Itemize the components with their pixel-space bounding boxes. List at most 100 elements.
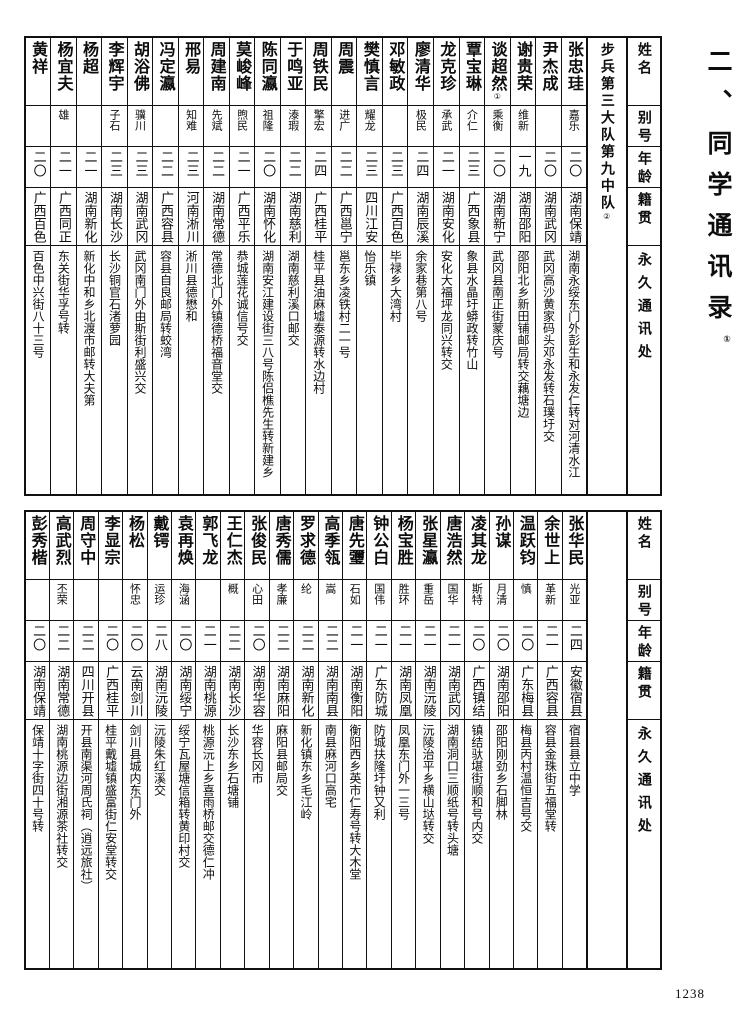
name-text: 邓敏政	[386, 41, 406, 92]
cell-origin: 广西平乐	[228, 186, 256, 246]
cell-alias: 骥川	[126, 104, 154, 147]
age-text: 二一	[371, 623, 387, 652]
roster-row-alias: 雄 子石 骥川 知难 先斌 煦民 祖隆 溙瑕 擎宏 进广 耀龙 极民 承武 介仁 乘衡 维新 嘉乐 别号	[24, 104, 662, 147]
cell-origin: 广西邕宁	[330, 186, 358, 246]
age-text: 二一	[200, 623, 216, 652]
roster-row-name: 黄祥 杨宜夫 杨超 李辉宇 胡浴佛 冯定瀛 邢易 周建南 莫峻峰 陈同瀛 于鸣亚 周铁民 周震 樊慎言 邓敏…	[24, 36, 662, 496]
address-text: 武冈县南正街蒙庆号	[490, 249, 505, 358]
cell-age: 二二	[293, 619, 319, 662]
cell-address: 沅陵朱红溪交	[146, 718, 173, 970]
age-text: 二一	[347, 623, 363, 652]
cell-alias: 进广	[330, 104, 358, 147]
alias-text: 国华	[445, 582, 459, 605]
cell-address: 安化大福坪龙同兴转交	[433, 244, 460, 496]
cell-alias	[381, 104, 409, 147]
address-text: 武冈高沙黄家码头邓永发转石璞圩交	[541, 249, 556, 442]
roster-row-age: 二〇 二二 二二 二〇 二〇 二八 二〇 二一 二二 二〇 二二 二二 二二 二一 二一 二一 二一 二一 二〇 二〇…	[24, 619, 662, 662]
cell-origin: 云南剑川	[122, 660, 148, 720]
cell-alias	[97, 578, 124, 621]
origin-text: 湖南常德	[54, 664, 70, 717]
cell-address: 长沙东乡石塘铺	[219, 718, 246, 970]
age-text: 二〇	[469, 623, 485, 652]
cell-address: 怡乐镇	[356, 244, 383, 496]
address-text: 东关街华孚号转	[56, 249, 71, 334]
cell-age: 二一	[439, 619, 466, 662]
cell-alias: 乘衡	[484, 104, 511, 147]
cell-age: 二二	[203, 145, 230, 188]
cell-origin: 广西同正	[50, 186, 77, 246]
cell-name: 唐秀儒	[268, 510, 295, 580]
cell-address: 东关街华孚号转	[50, 244, 77, 496]
address-text: 长沙铜官石渚萝园	[107, 249, 122, 346]
cell-age: 二三	[356, 145, 383, 188]
name-text: 黄祥	[29, 41, 49, 75]
address-text: 怡乐镇	[362, 249, 377, 286]
cell-name: 杨松	[122, 510, 148, 580]
cell-name: 王仁杰	[219, 510, 246, 580]
cell-address: 湖南洞口三顺纸号转头塘	[439, 718, 466, 970]
address-text: 防城扶隆圩钟又利	[372, 723, 387, 820]
age-text: 二〇	[30, 149, 46, 178]
name-text: 李显宗	[101, 515, 121, 566]
age-text: 二〇	[249, 623, 265, 652]
cell-alias	[73, 578, 99, 621]
cell-origin: 湖南武冈	[535, 186, 562, 246]
cell-address: 长沙铜官石渚萝园	[101, 244, 128, 496]
name-text: 唐先瓕	[345, 515, 365, 566]
origin-text: 广西同正	[55, 190, 71, 243]
cell-alias: 祖隆	[254, 104, 281, 147]
roster-row-origin: 广西百色 广西同正 湖南新化 湖南长沙 湖南武冈 广西容县 河南淅川 湖南常德 广西平乐 湖南怀化…	[24, 186, 662, 246]
cell-alias: 先斌	[203, 104, 230, 147]
name-text: 郭飞龙	[199, 515, 219, 566]
alias-text: 承武	[439, 108, 453, 131]
origin-text: 湖南沅陵	[151, 664, 167, 717]
cell-name: 周守中	[73, 510, 99, 580]
alias-text: 石如	[348, 582, 362, 605]
address-text: 湖南永绥东门外彭生和永发仁转对河清水江	[566, 249, 581, 478]
cell-age: 二〇	[97, 619, 124, 662]
header-label-text: 永久通讯处	[635, 725, 652, 841]
address-text: 保靖十字街四十号转	[30, 723, 45, 832]
origin-text: 湖南桃源	[200, 664, 216, 717]
origin-text: 湖南衡阳	[347, 664, 363, 717]
cell-age: 二二	[152, 145, 179, 188]
header-label-name: 姓名	[625, 36, 662, 106]
age-text: 二一	[438, 149, 454, 178]
age-text: 二二	[274, 623, 290, 652]
cell-name: 张俊民	[244, 510, 270, 580]
alias-text: 子石	[107, 108, 121, 131]
cell-origin: 湖南保靖	[560, 186, 588, 246]
header-label-origin: 籍贯	[625, 186, 662, 246]
cell-address: 武冈县南正街蒙庆号	[484, 244, 511, 496]
name-text: 谢贵荣	[514, 41, 534, 92]
cell-age: 二一	[75, 145, 103, 188]
alias-text: 海涵	[177, 582, 191, 605]
name-text: 周守中	[77, 515, 97, 566]
cell-alias: 承武	[433, 104, 460, 147]
address-text: 桂平戴墟镇盛富街仁安堂转交	[103, 723, 118, 880]
name-text: 杨松	[126, 515, 146, 549]
page-number: 1238	[675, 986, 705, 1001]
header-label-text: 籍贯	[635, 665, 652, 702]
cell-age: 二二	[268, 619, 295, 662]
alias-text: 国伟	[372, 582, 386, 605]
cell-name: 钟公白	[366, 510, 392, 580]
age-text: 二一	[81, 149, 97, 178]
address-text: 南县麻河口高宅	[323, 723, 338, 808]
cell-age: 二〇	[488, 619, 514, 662]
address-text: 桃源沅上乡喜雨桥邮交德仁冲	[201, 723, 216, 880]
cell-address: 宿县县立中学	[561, 718, 588, 970]
cell-name: 周铁民	[305, 36, 332, 106]
cell-alias: 概	[219, 578, 246, 621]
cell-age: 二〇	[171, 619, 197, 662]
cell-address: 邵阳北乡新田铺邮局转交藕塘边	[509, 244, 537, 496]
roster-row-address: 保靖十字街四十号转 湖南桃源边街湘源茶社转交 开县南渠河周氏祠（逍远旅社） 桂平戴墟镇…	[24, 718, 662, 970]
cell-origin: 湖南新化	[75, 186, 103, 246]
name-text: 莫峻峰	[233, 41, 253, 92]
cell-alias: 维新	[509, 104, 537, 147]
address-text: 镇结驮堪街顺和号内交	[469, 723, 484, 844]
age-text: 二一	[542, 623, 558, 652]
origin-text: 湖南保靖	[30, 664, 46, 717]
address-text: 梅县丙村温恒吉号交	[518, 723, 533, 832]
cell-origin: 湖南华容	[244, 660, 270, 720]
